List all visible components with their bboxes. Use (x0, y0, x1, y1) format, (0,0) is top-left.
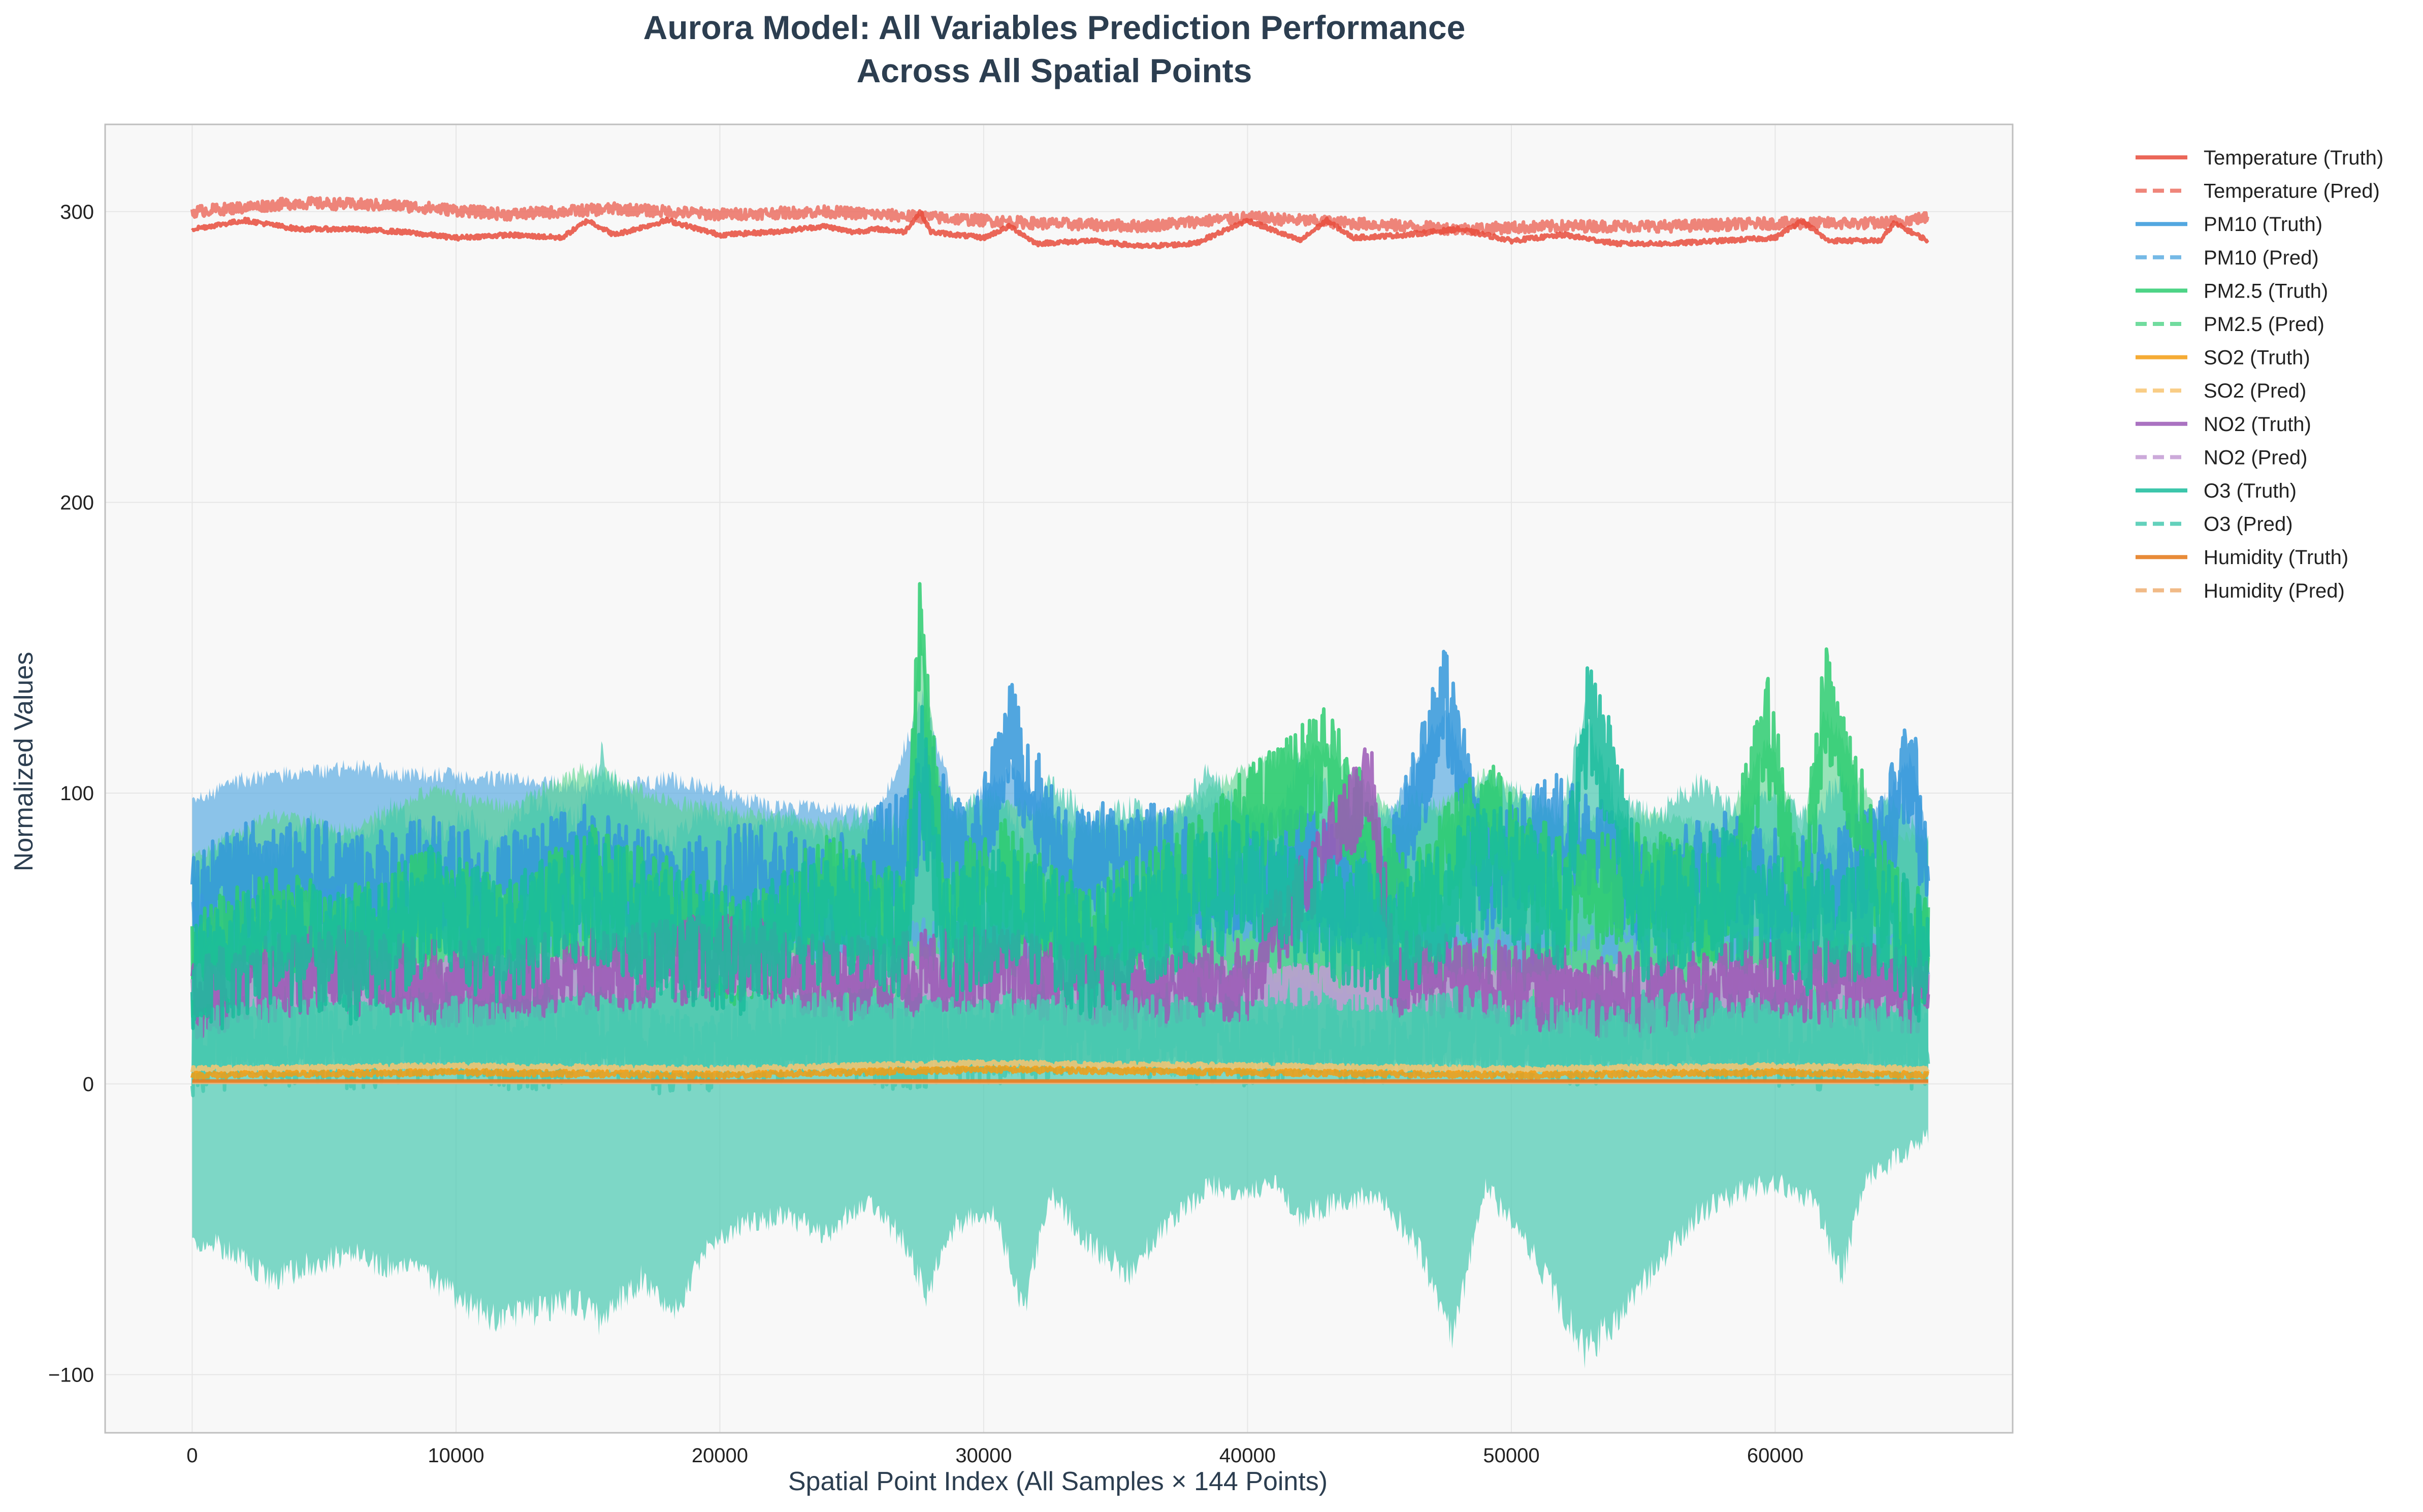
legend-label-7: SO2 (Pred) (2204, 380, 2306, 402)
legend-label-8: NO2 (Truth) (2204, 413, 2311, 436)
legend-label-0: Temperature (Truth) (2204, 147, 2383, 169)
plot-area: 0 10000 20000 30000 40000 50000 60000 −100 0 100 2… (48, 123, 2014, 1467)
x-tick-label: 40000 (1219, 1444, 1276, 1467)
legend-label-3: PM10 (Pred) (2204, 247, 2319, 269)
legend-label-10: O3 (Truth) (2204, 480, 2297, 502)
legend-label-13: Humidity (Pred) (2204, 580, 2345, 602)
legend-label-11: O3 (Pred) (2204, 513, 2293, 536)
series-line-6 (190, 1065, 1930, 1080)
x-tick-label: 30000 (955, 1444, 1012, 1467)
y-tick-label: 300 (60, 201, 94, 223)
chart-subtitle: Across All Spatial Points (857, 52, 1252, 89)
x-tick-label: 50000 (1483, 1444, 1539, 1467)
series-line-11 (190, 983, 1930, 1098)
x-axis-label: Spatial Point Index (All Samples × 144 P… (788, 1467, 1328, 1496)
series-line-0 (190, 209, 1929, 249)
legend-label-9: NO2 (Pred) (2204, 446, 2308, 469)
legend-label-1: Temperature (Pred) (2204, 180, 2380, 203)
x-tick-label: 10000 (428, 1444, 484, 1467)
legend-label-6: SO2 (Truth) (2204, 347, 2310, 369)
series-layer (190, 195, 1930, 1369)
series-line-10 (190, 666, 1930, 1031)
y-tick-label: 100 (60, 782, 94, 805)
x-tick-label: 0 (186, 1444, 198, 1467)
legend-label-5: PM2.5 (Pred) (2204, 313, 2324, 336)
legend-label-2: PM10 (Truth) (2204, 213, 2322, 236)
plot-border (104, 123, 2014, 1434)
x-tick-label: 20000 (692, 1444, 748, 1467)
y-tick-label: 200 (60, 491, 94, 514)
y-tick-label: −100 (48, 1364, 94, 1386)
x-tick-label: 60000 (1747, 1444, 1803, 1467)
chart-title: Aurora Model: All Variables Prediction P… (643, 9, 1466, 46)
legend-label-12: Humidity (Truth) (2204, 546, 2348, 569)
series-line-1 (190, 195, 1930, 237)
y-axis-label: Normalized Values (9, 652, 39, 872)
legend: Temperature (Truth) Temperature (Pred) PM1… (2136, 147, 2383, 602)
y-tick-label: 0 (83, 1073, 94, 1096)
legend-label-4: PM2.5 (Truth) (2204, 280, 2328, 302)
